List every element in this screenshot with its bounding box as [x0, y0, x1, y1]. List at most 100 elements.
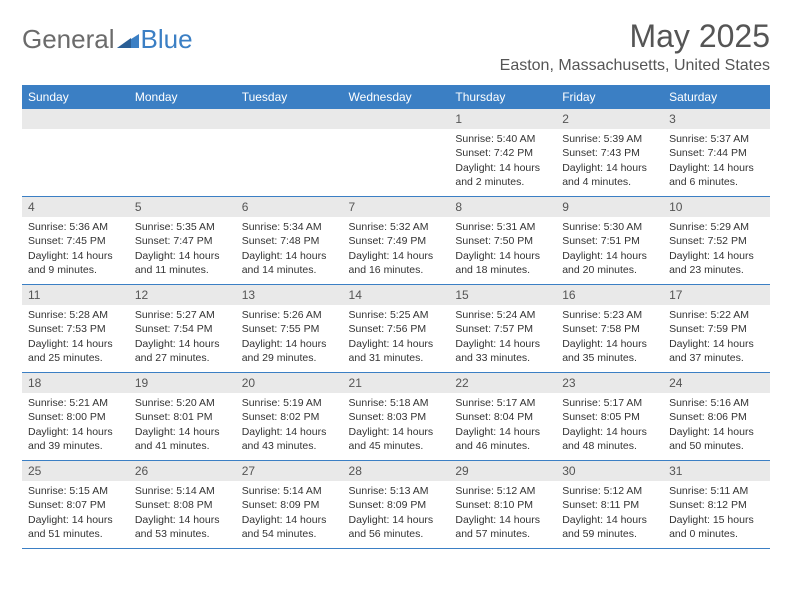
day-body: Sunrise: 5:17 AMSunset: 8:05 PMDaylight:… — [556, 395, 663, 455]
sunrise-text: Sunrise: 5:32 AM — [349, 220, 444, 234]
sunrise-text: Sunrise: 5:34 AM — [242, 220, 337, 234]
day-number: 7 — [343, 197, 450, 217]
day-body: Sunrise: 5:23 AMSunset: 7:58 PMDaylight:… — [556, 307, 663, 367]
sunrise-text: Sunrise: 5:25 AM — [349, 308, 444, 322]
daylight-text: Daylight: 14 hours and 14 minutes. — [242, 249, 337, 277]
calendar-day-cell: 22Sunrise: 5:17 AMSunset: 8:04 PMDayligh… — [449, 373, 556, 461]
day-number: 18 — [22, 373, 129, 393]
daylight-text: Daylight: 14 hours and 31 minutes. — [349, 337, 444, 365]
day-number: 10 — [663, 197, 770, 217]
calendar-day-cell: 19Sunrise: 5:20 AMSunset: 8:01 PMDayligh… — [129, 373, 236, 461]
sunset-text: Sunset: 7:54 PM — [135, 322, 230, 336]
calendar-day-cell: 3Sunrise: 5:37 AMSunset: 7:44 PMDaylight… — [663, 109, 770, 197]
day-body: Sunrise: 5:39 AMSunset: 7:43 PMDaylight:… — [556, 131, 663, 191]
day-number-empty — [22, 109, 129, 129]
location-subtitle: Easton, Massachusetts, United States — [500, 57, 770, 75]
day-body: Sunrise: 5:24 AMSunset: 7:57 PMDaylight:… — [449, 307, 556, 367]
calendar-day-cell: 5Sunrise: 5:35 AMSunset: 7:47 PMDaylight… — [129, 197, 236, 285]
logo: General Blue — [22, 24, 193, 55]
daylight-text: Daylight: 14 hours and 43 minutes. — [242, 425, 337, 453]
sunrise-text: Sunrise: 5:19 AM — [242, 396, 337, 410]
sunrise-text: Sunrise: 5:36 AM — [28, 220, 123, 234]
sunset-text: Sunset: 8:04 PM — [455, 410, 550, 424]
day-body: Sunrise: 5:21 AMSunset: 8:00 PMDaylight:… — [22, 395, 129, 455]
calendar-day-cell: 15Sunrise: 5:24 AMSunset: 7:57 PMDayligh… — [449, 285, 556, 373]
calendar-week-row: 25Sunrise: 5:15 AMSunset: 8:07 PMDayligh… — [22, 461, 770, 549]
daylight-text: Daylight: 14 hours and 35 minutes. — [562, 337, 657, 365]
day-number: 6 — [236, 197, 343, 217]
calendar-day-cell: 14Sunrise: 5:25 AMSunset: 7:56 PMDayligh… — [343, 285, 450, 373]
day-number: 9 — [556, 197, 663, 217]
day-number: 27 — [236, 461, 343, 481]
sunrise-text: Sunrise: 5:15 AM — [28, 484, 123, 498]
logo-triangle-icon — [117, 30, 139, 48]
calendar-day-cell: 12Sunrise: 5:27 AMSunset: 7:54 PMDayligh… — [129, 285, 236, 373]
sunset-text: Sunset: 7:58 PM — [562, 322, 657, 336]
daylight-text: Daylight: 14 hours and 4 minutes. — [562, 161, 657, 189]
day-body: Sunrise: 5:12 AMSunset: 8:10 PMDaylight:… — [449, 483, 556, 543]
day-number: 14 — [343, 285, 450, 305]
sunrise-text: Sunrise: 5:16 AM — [669, 396, 764, 410]
day-number-empty — [236, 109, 343, 129]
day-body: Sunrise: 5:22 AMSunset: 7:59 PMDaylight:… — [663, 307, 770, 367]
day-body: Sunrise: 5:20 AMSunset: 8:01 PMDaylight:… — [129, 395, 236, 455]
calendar-week-row: 11Sunrise: 5:28 AMSunset: 7:53 PMDayligh… — [22, 285, 770, 373]
daylight-text: Daylight: 14 hours and 45 minutes. — [349, 425, 444, 453]
sunrise-text: Sunrise: 5:29 AM — [669, 220, 764, 234]
day-number: 23 — [556, 373, 663, 393]
calendar-day-cell — [129, 109, 236, 197]
day-body: Sunrise: 5:37 AMSunset: 7:44 PMDaylight:… — [663, 131, 770, 191]
day-number: 12 — [129, 285, 236, 305]
daylight-text: Daylight: 14 hours and 23 minutes. — [669, 249, 764, 277]
day-number: 16 — [556, 285, 663, 305]
sunset-text: Sunset: 8:01 PM — [135, 410, 230, 424]
weekday-header-row: Sunday Monday Tuesday Wednesday Thursday… — [22, 86, 770, 109]
daylight-text: Daylight: 14 hours and 29 minutes. — [242, 337, 337, 365]
daylight-text: Daylight: 14 hours and 9 minutes. — [28, 249, 123, 277]
calendar-day-cell: 25Sunrise: 5:15 AMSunset: 8:07 PMDayligh… — [22, 461, 129, 549]
daylight-text: Daylight: 14 hours and 20 minutes. — [562, 249, 657, 277]
sunrise-text: Sunrise: 5:35 AM — [135, 220, 230, 234]
sunset-text: Sunset: 7:53 PM — [28, 322, 123, 336]
day-number: 2 — [556, 109, 663, 129]
sunset-text: Sunset: 7:56 PM — [349, 322, 444, 336]
sunrise-text: Sunrise: 5:14 AM — [242, 484, 337, 498]
calendar-day-cell: 13Sunrise: 5:26 AMSunset: 7:55 PMDayligh… — [236, 285, 343, 373]
daylight-text: Daylight: 14 hours and 46 minutes. — [455, 425, 550, 453]
day-body: Sunrise: 5:26 AMSunset: 7:55 PMDaylight:… — [236, 307, 343, 367]
calendar-day-cell: 18Sunrise: 5:21 AMSunset: 8:00 PMDayligh… — [22, 373, 129, 461]
sunrise-text: Sunrise: 5:40 AM — [455, 132, 550, 146]
calendar-day-cell: 24Sunrise: 5:16 AMSunset: 8:06 PMDayligh… — [663, 373, 770, 461]
sunset-text: Sunset: 7:52 PM — [669, 234, 764, 248]
day-number: 22 — [449, 373, 556, 393]
calendar-day-cell: 21Sunrise: 5:18 AMSunset: 8:03 PMDayligh… — [343, 373, 450, 461]
calendar-day-cell: 28Sunrise: 5:13 AMSunset: 8:09 PMDayligh… — [343, 461, 450, 549]
calendar-day-cell — [343, 109, 450, 197]
daylight-text: Daylight: 14 hours and 53 minutes. — [135, 513, 230, 541]
daylight-text: Daylight: 14 hours and 57 minutes. — [455, 513, 550, 541]
sunrise-text: Sunrise: 5:30 AM — [562, 220, 657, 234]
day-number: 11 — [22, 285, 129, 305]
weekday-header: Sunday — [22, 86, 129, 109]
day-body: Sunrise: 5:14 AMSunset: 8:09 PMDaylight:… — [236, 483, 343, 543]
day-number: 29 — [449, 461, 556, 481]
day-number-empty — [129, 109, 236, 129]
calendar-day-cell — [236, 109, 343, 197]
day-number-empty — [343, 109, 450, 129]
sunrise-text: Sunrise: 5:14 AM — [135, 484, 230, 498]
day-number: 3 — [663, 109, 770, 129]
calendar-day-cell: 17Sunrise: 5:22 AMSunset: 7:59 PMDayligh… — [663, 285, 770, 373]
day-body: Sunrise: 5:25 AMSunset: 7:56 PMDaylight:… — [343, 307, 450, 367]
calendar-day-cell: 27Sunrise: 5:14 AMSunset: 8:09 PMDayligh… — [236, 461, 343, 549]
calendar-week-row: 18Sunrise: 5:21 AMSunset: 8:00 PMDayligh… — [22, 373, 770, 461]
sunrise-text: Sunrise: 5:39 AM — [562, 132, 657, 146]
day-body: Sunrise: 5:35 AMSunset: 7:47 PMDaylight:… — [129, 219, 236, 279]
day-body: Sunrise: 5:34 AMSunset: 7:48 PMDaylight:… — [236, 219, 343, 279]
day-body: Sunrise: 5:29 AMSunset: 7:52 PMDaylight:… — [663, 219, 770, 279]
calendar-week-row: 1Sunrise: 5:40 AMSunset: 7:42 PMDaylight… — [22, 109, 770, 197]
header: General Blue May 2025 Easton, Massachuse… — [22, 18, 770, 75]
daylight-text: Daylight: 14 hours and 6 minutes. — [669, 161, 764, 189]
daylight-text: Daylight: 14 hours and 16 minutes. — [349, 249, 444, 277]
sunrise-text: Sunrise: 5:11 AM — [669, 484, 764, 498]
day-body: Sunrise: 5:36 AMSunset: 7:45 PMDaylight:… — [22, 219, 129, 279]
